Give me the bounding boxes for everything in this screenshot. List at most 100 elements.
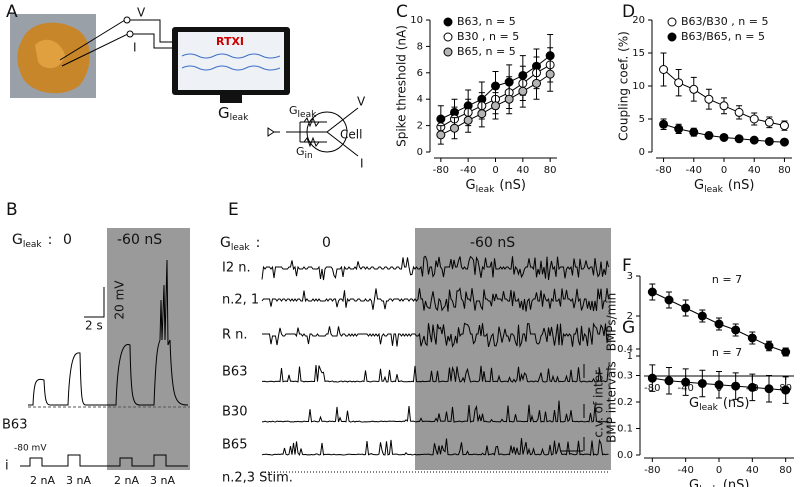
trace-label: B63 — [2, 418, 27, 433]
x-axis-label-base: G — [689, 478, 699, 487]
ganglion-detail — [35, 39, 65, 69]
y-tick-label: 0.1 — [617, 424, 633, 435]
scale-label: 2 s — [85, 319, 103, 333]
y-tick-label: 4 — [417, 94, 423, 105]
x-tick-label: -40 — [460, 165, 476, 176]
y-tick-label: 15 — [632, 48, 645, 59]
resistor — [303, 116, 320, 128]
software-name: RTXI — [216, 35, 244, 48]
x-axis-label-base: G — [694, 178, 704, 193]
step-label: 3 nA — [66, 474, 91, 487]
step-label: 2 nA — [114, 474, 139, 487]
panel-letter: E — [228, 200, 239, 220]
y-axis-label: BMPs/min — [605, 293, 619, 352]
marker — [436, 130, 446, 140]
neural-trace — [262, 364, 609, 384]
y-tick-label: 8 — [417, 41, 423, 52]
y-tick-label: 0.2 — [617, 397, 633, 408]
x-axis-label-sub: leak — [699, 403, 719, 413]
marker — [659, 119, 669, 129]
marker — [731, 325, 741, 335]
x-tick-label: 80 — [779, 465, 792, 476]
x-axis-label-unit: (nS) — [723, 396, 750, 411]
x-tick-label: -40 — [686, 165, 702, 176]
voltage-trace — [28, 259, 189, 406]
marker — [674, 78, 684, 88]
electrode — [61, 33, 129, 67]
y-tick-label: 6 — [417, 68, 423, 79]
y-tick-label: 3 — [627, 271, 633, 282]
x-axis-label-unit: (nS) — [499, 178, 526, 193]
marker — [764, 117, 774, 127]
marker — [463, 115, 473, 125]
scale-bar — [84, 287, 105, 318]
x-tick-label: -80 — [433, 165, 449, 176]
y-axis-label: BMP intervals — [605, 361, 619, 443]
circuit-label: V — [357, 95, 366, 109]
condition: 0 — [63, 232, 72, 248]
y-tick-label: 0.0 — [617, 450, 633, 461]
resistor — [303, 136, 320, 148]
legend-marker — [443, 47, 453, 57]
rest-label: -80 mV — [14, 444, 47, 454]
x-tick-label: -80 — [655, 165, 671, 176]
legend-label: B30 , n = 5 — [457, 30, 519, 43]
marker — [747, 333, 757, 343]
condition: 0 — [322, 235, 331, 251]
y-tick-label: 5 — [639, 114, 645, 125]
monitor-stand — [220, 95, 242, 103]
annotation: n = 7 — [712, 346, 742, 359]
y-tick-label: 0.3 — [617, 371, 633, 382]
legend-label: B65, n = 5 — [457, 45, 516, 58]
electrode-end — [126, 30, 134, 38]
circuit-label: Cell — [340, 128, 362, 142]
y-tick-label: 10 — [410, 15, 423, 26]
x-tick-label: 40 — [748, 165, 761, 176]
x-tick-label: 40 — [516, 165, 529, 176]
marker — [779, 121, 789, 131]
monitor-label: Gleak — [218, 104, 249, 123]
marker — [714, 319, 724, 329]
marker — [749, 135, 759, 145]
x-axis-label: Gleak (nS) — [689, 396, 749, 413]
marker — [734, 107, 744, 117]
electrode-end — [123, 16, 131, 24]
circuit-label: Gin — [296, 145, 313, 161]
x-tick-label: 0 — [721, 165, 727, 176]
step-label: 3 nA — [150, 474, 175, 487]
y-tick-label: 2 — [417, 121, 423, 132]
x-axis-label-unit: (nS) — [728, 178, 755, 193]
x-tick-label: 0 — [492, 165, 498, 176]
panel-letter: D — [622, 2, 635, 22]
marker — [719, 101, 729, 111]
x-axis-label-base: G — [689, 396, 699, 411]
marker — [689, 84, 699, 94]
legend-label: B63, n = 5 — [457, 15, 516, 28]
marker — [734, 134, 744, 144]
circuit-label: Gleak — [289, 104, 317, 120]
electrode — [59, 19, 126, 61]
y-tick-label: 0.4 — [617, 344, 633, 355]
marker — [664, 376, 674, 386]
panel-letter: B — [6, 200, 18, 220]
electrode-label: V — [137, 6, 146, 20]
marker — [532, 78, 541, 88]
x-tick-label: 0 — [716, 465, 722, 476]
neural-trace — [261, 400, 609, 423]
marker — [518, 86, 528, 96]
marker — [714, 380, 724, 390]
row-label: R n. — [222, 328, 248, 343]
gleak-label: Gleak: — [220, 235, 260, 253]
marker — [704, 131, 714, 140]
row-label: B65 — [222, 438, 247, 453]
step-label: 2 nA — [30, 474, 55, 487]
y-tick-label: 20 — [632, 15, 645, 26]
gleak-label: Gleak: — [12, 232, 52, 250]
cable — [130, 19, 172, 49]
marker — [681, 303, 691, 313]
scale-label: 20 mV — [113, 280, 127, 320]
electrode-label: I — [133, 41, 137, 55]
y-axis-label: Spike threshold (nA) — [395, 25, 409, 147]
marker — [689, 127, 699, 137]
